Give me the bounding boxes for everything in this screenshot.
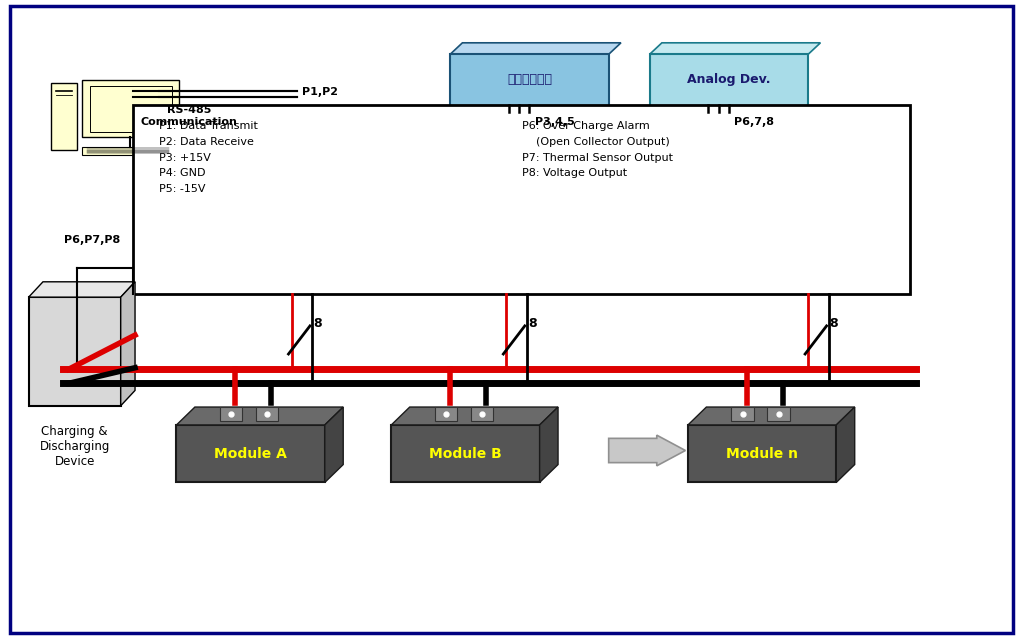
Polygon shape <box>650 43 820 54</box>
Polygon shape <box>391 407 559 425</box>
Bar <box>220 407 242 421</box>
Polygon shape <box>121 282 135 406</box>
Text: 8: 8 <box>313 318 321 330</box>
Bar <box>176 425 325 482</box>
Bar <box>256 407 278 421</box>
Bar <box>450 54 609 112</box>
Text: Analog Dev.: Analog Dev. <box>687 73 770 86</box>
Bar <box>29 297 121 406</box>
Text: P6,P7,P8: P6,P7,P8 <box>64 235 120 245</box>
Bar <box>133 105 910 294</box>
Bar <box>82 147 174 155</box>
Text: P1: Data Transmit
P2: Data Receive
P3: +15V
P4: GND
P5: -15V: P1: Data Transmit P2: Data Receive P3: +… <box>159 121 258 194</box>
Polygon shape <box>450 43 621 54</box>
Bar <box>767 407 790 421</box>
Polygon shape <box>29 282 135 297</box>
Text: P3,4,5: P3,4,5 <box>534 117 574 127</box>
Text: Charging &
Discharging
Device: Charging & Discharging Device <box>40 425 109 468</box>
Bar <box>650 54 808 112</box>
Polygon shape <box>176 407 344 425</box>
Text: Module A: Module A <box>214 447 287 461</box>
Text: P6,7,8: P6,7,8 <box>735 117 774 127</box>
Text: 8: 8 <box>830 318 838 330</box>
Text: Module B: Module B <box>429 447 502 461</box>
Bar <box>82 80 179 137</box>
Bar <box>731 407 754 421</box>
Bar <box>471 407 493 421</box>
Polygon shape <box>325 407 344 482</box>
FancyArrow shape <box>609 435 685 466</box>
Text: 보조전원장치: 보조전원장치 <box>507 73 551 86</box>
Text: P6: Over Charge Alarm
    (Open Collector Output)
P7: Thermal Sensor Output
P8: : P6: Over Charge Alarm (Open Collector Ou… <box>522 121 673 178</box>
Bar <box>51 83 77 150</box>
Text: RS-485
Communication: RS-485 Communication <box>141 105 237 127</box>
Bar <box>687 425 837 482</box>
Text: 8: 8 <box>528 318 536 330</box>
Text: Module n: Module n <box>726 447 798 461</box>
Polygon shape <box>837 407 855 482</box>
Bar <box>435 407 457 421</box>
Text: P1,P2: P1,P2 <box>302 87 338 97</box>
Bar <box>391 425 540 482</box>
Polygon shape <box>687 407 855 425</box>
Polygon shape <box>540 407 559 482</box>
Bar <box>90 86 172 132</box>
